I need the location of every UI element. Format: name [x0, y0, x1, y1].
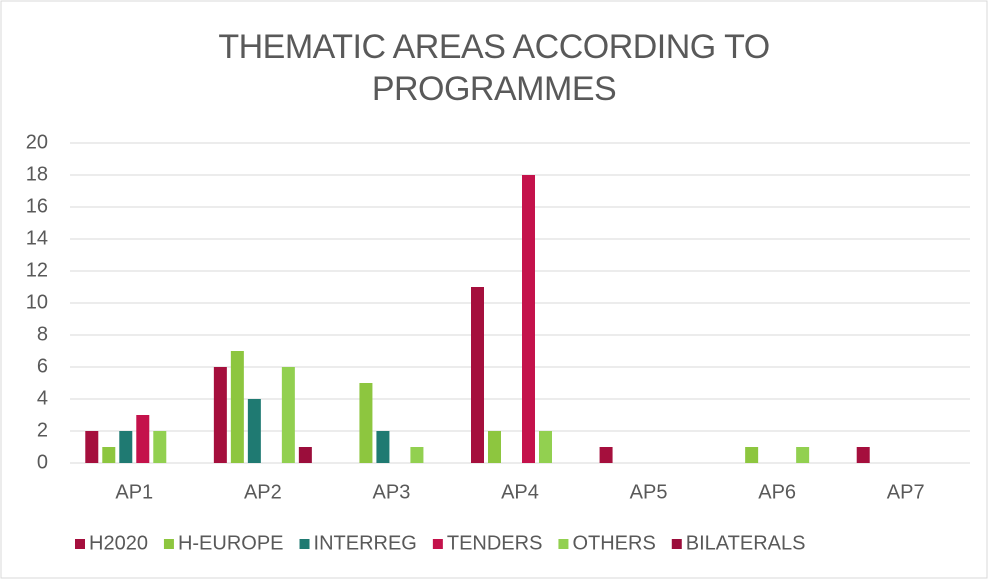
bar — [471, 287, 484, 463]
bar — [136, 415, 150, 463]
bar — [247, 399, 261, 463]
x-tick-label: AP6 — [758, 481, 796, 503]
bar — [599, 447, 613, 463]
y-tick-label: 14 — [26, 227, 48, 249]
bar — [213, 367, 227, 463]
y-tick-label: 8 — [37, 323, 48, 345]
legend-label: BILATERALS — [686, 532, 806, 554]
bar — [230, 351, 244, 463]
bar — [522, 175, 535, 463]
bar — [745, 447, 759, 463]
legend-label: INTERREG — [314, 532, 417, 554]
legend-swatch — [671, 539, 682, 549]
y-tick-label: 20 — [26, 131, 48, 153]
bar — [102, 447, 116, 463]
x-tick-label: AP5 — [630, 481, 668, 503]
x-tick-label: AP2 — [244, 481, 282, 503]
bar — [281, 367, 295, 463]
y-tick-label: 0 — [37, 451, 48, 473]
bar — [539, 431, 552, 463]
legend-label: H2020 — [89, 532, 148, 554]
y-tick-label: 12 — [26, 259, 48, 281]
bar — [85, 431, 99, 463]
y-tick-label: 2 — [37, 419, 48, 441]
chart-title: THEMATIC AREAS ACCORDING TO PROGRAMMES — [218, 28, 770, 108]
legend-swatch — [432, 539, 443, 549]
y-tick-label: 18 — [26, 163, 48, 185]
legend-swatch — [75, 539, 85, 549]
x-tick-label: AP7 — [887, 481, 925, 503]
bar — [488, 431, 501, 463]
legend-swatch — [163, 539, 174, 549]
bar — [153, 431, 167, 463]
bar — [298, 447, 312, 463]
legend-label: H-EUROPE — [178, 532, 284, 554]
legend-label: TENDERS — [447, 532, 543, 554]
x-tick-label: AP4 — [501, 481, 539, 503]
bar — [796, 447, 810, 463]
legend-label: OTHERS — [572, 532, 655, 554]
x-tick-label: AP3 — [373, 481, 411, 503]
y-tick-label: 6 — [37, 355, 48, 377]
legend-swatch — [299, 539, 310, 549]
bar — [410, 447, 424, 463]
bar — [856, 447, 870, 463]
bar — [359, 383, 373, 463]
y-tick-label: 10 — [26, 291, 48, 313]
legend-swatch — [558, 539, 569, 549]
y-tick-label: 4 — [37, 387, 48, 409]
bar — [119, 431, 133, 463]
bar — [376, 431, 390, 463]
y-tick-label: 16 — [26, 195, 48, 217]
x-tick-label: AP1 — [115, 481, 153, 503]
